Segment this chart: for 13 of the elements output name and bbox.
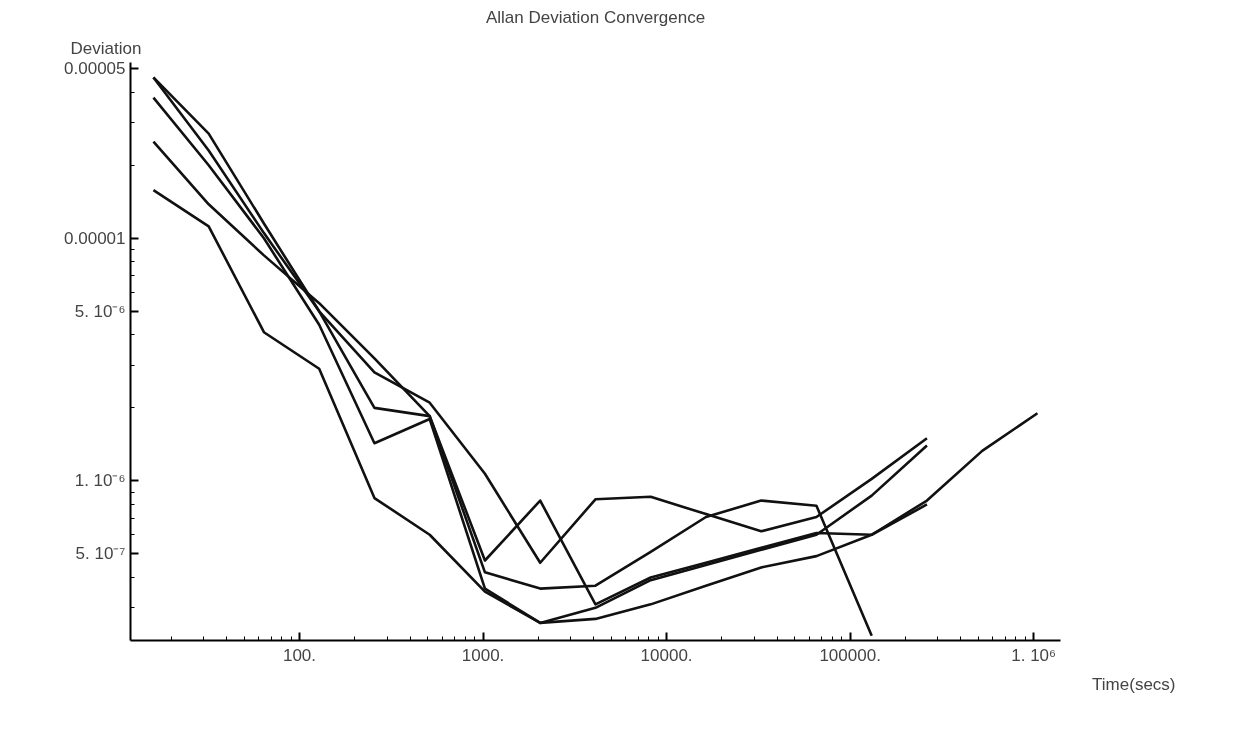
x-tick-label: 1. 10⁶ bbox=[1011, 645, 1057, 665]
x-tick-label: 1000. bbox=[461, 645, 505, 665]
y-tick-label: 5. 10⁻⁷ bbox=[75, 544, 126, 564]
y-tick-label: 0.00005 bbox=[64, 59, 126, 79]
x-tick-label: 100000. bbox=[819, 645, 881, 665]
y-tick-label: 1. 10⁻⁶ bbox=[74, 471, 126, 491]
x-tick-label: 10000. bbox=[640, 645, 693, 665]
x-axis-title: Time(secs) bbox=[1092, 674, 1176, 694]
y-tick-label: 5. 10⁻⁶ bbox=[74, 301, 126, 321]
y-axis-title: Deviation bbox=[70, 38, 142, 58]
chart-title: Allan Deviation Convergence bbox=[485, 7, 706, 27]
y-tick-label: 0.00001 bbox=[64, 228, 126, 248]
x-tick-label: 100. bbox=[282, 645, 317, 665]
